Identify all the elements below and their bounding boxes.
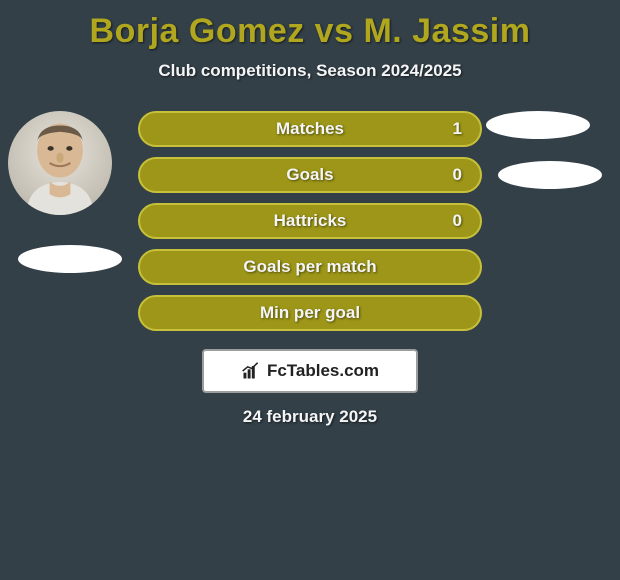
comparison-card: Borja Gomez vs M. Jassim Club competitio… (0, 0, 620, 580)
stat-bar-hattricks: Hattricks 0 (138, 203, 482, 239)
source-logo-box: FcTables.com (202, 349, 418, 393)
chart-icon (241, 361, 261, 381)
stat-bars: Matches 1 Goals 0 Hattricks 0 Goals per … (138, 111, 482, 331)
player-left-badge (18, 245, 122, 273)
stat-label: Matches (276, 119, 344, 139)
stat-bar-matches: Matches 1 (138, 111, 482, 147)
stat-label: Goals (286, 165, 333, 185)
stat-label: Min per goal (260, 303, 360, 323)
subtitle: Club competitions, Season 2024/2025 (0, 61, 620, 81)
stat-label: Hattricks (274, 211, 347, 231)
stat-bar-goals-per-match: Goals per match (138, 249, 482, 285)
player-right-badge-1 (486, 111, 590, 139)
player-right-badge-2 (498, 161, 602, 189)
stat-bar-min-per-goal: Min per goal (138, 295, 482, 331)
logo-text: FcTables.com (267, 361, 379, 381)
player-left-avatar (8, 111, 112, 215)
page-title: Borja Gomez vs M. Jassim (0, 0, 620, 51)
stat-label: Goals per match (243, 257, 376, 277)
stat-value: 0 (453, 165, 462, 185)
stat-value: 1 (453, 119, 462, 139)
stat-bar-goals: Goals 0 (138, 157, 482, 193)
avatar-placeholder-icon (8, 111, 112, 215)
date-label: 24 february 2025 (0, 407, 620, 427)
stat-value: 0 (453, 211, 462, 231)
content-area: Matches 1 Goals 0 Hattricks 0 Goals per … (0, 111, 620, 427)
